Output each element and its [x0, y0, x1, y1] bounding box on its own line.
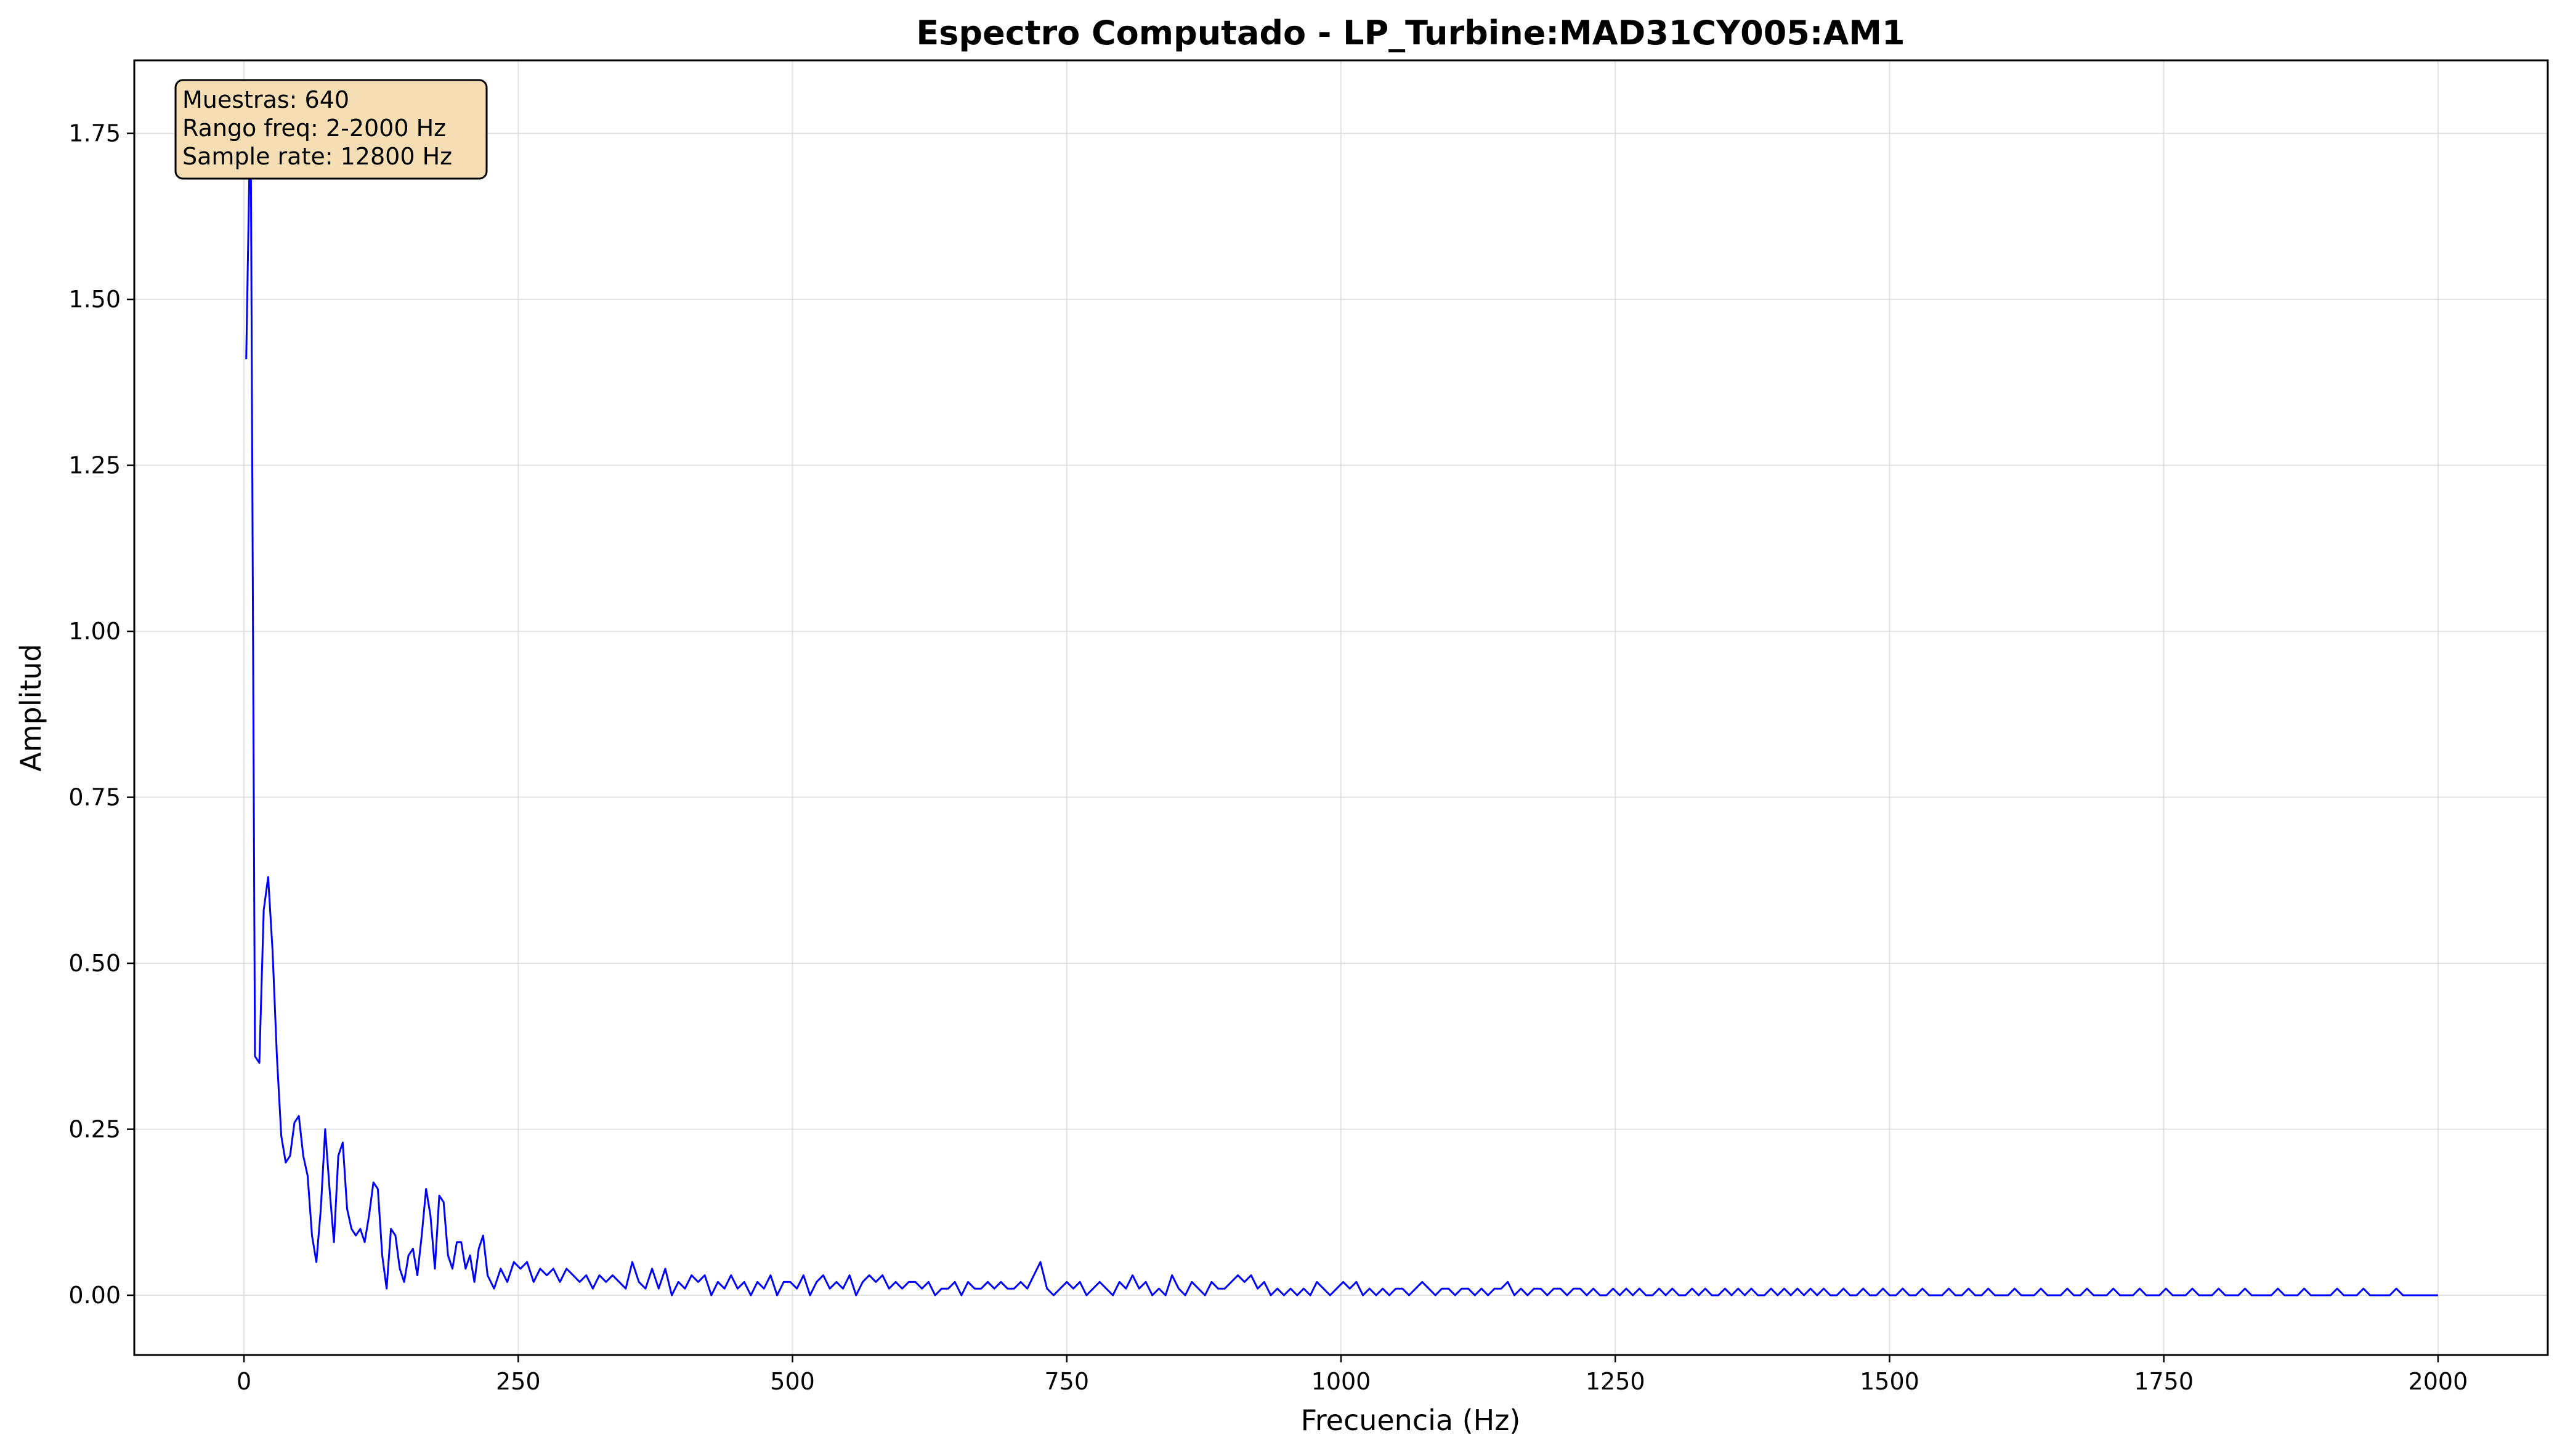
chart-title: Espectro Computado - LP_Turbine:MAD31CY0…	[916, 14, 1905, 52]
y-axis-label: Amplitud	[14, 644, 47, 771]
y-tick-label: 1.75	[68, 120, 121, 147]
grid-layer	[134, 60, 2548, 1355]
x-tick-label: 1000	[1311, 1368, 1371, 1395]
y-tick-label: 0.75	[68, 784, 121, 811]
x-tick-label: 250	[496, 1368, 541, 1395]
x-tick-label: 1750	[2134, 1368, 2194, 1395]
x-tick-label: 500	[770, 1368, 815, 1395]
tick-layer: 0 250 500 750 1000 1250 1500 1750 2000 0.00 0.25 0.…	[68, 120, 2468, 1395]
y-tick-label: 0.00	[68, 1282, 121, 1309]
amplitude-series-line	[245, 99, 2438, 1296]
y-tick-label: 0.50	[68, 950, 121, 977]
x-axis-label: Frecuencia (Hz)	[1301, 1404, 1521, 1437]
info-box: Muestras: 640 Rango freq: 2-2000 Hz Samp…	[174, 79, 488, 180]
y-tick-label: 1.00	[68, 618, 121, 645]
series-layer	[245, 99, 2438, 1296]
x-tick-label: 1500	[1860, 1368, 1919, 1395]
y-tick-label: 1.50	[68, 286, 121, 313]
info-freq-range: Rango freq: 2-2000 Hz	[182, 115, 446, 142]
x-tick-label: 1250	[1586, 1368, 1645, 1395]
y-tick-label: 0.25	[68, 1115, 121, 1143]
x-tick-label: 0	[237, 1368, 251, 1395]
info-sample-rate: Sample rate: 12800 Hz	[182, 143, 452, 170]
x-tick-label: 2000	[2409, 1368, 2468, 1395]
info-samples: Muestras: 640	[182, 86, 349, 113]
y-tick-label: 1.25	[68, 452, 121, 479]
x-tick-label: 750	[1045, 1368, 1090, 1395]
info-box-background	[174, 79, 488, 180]
